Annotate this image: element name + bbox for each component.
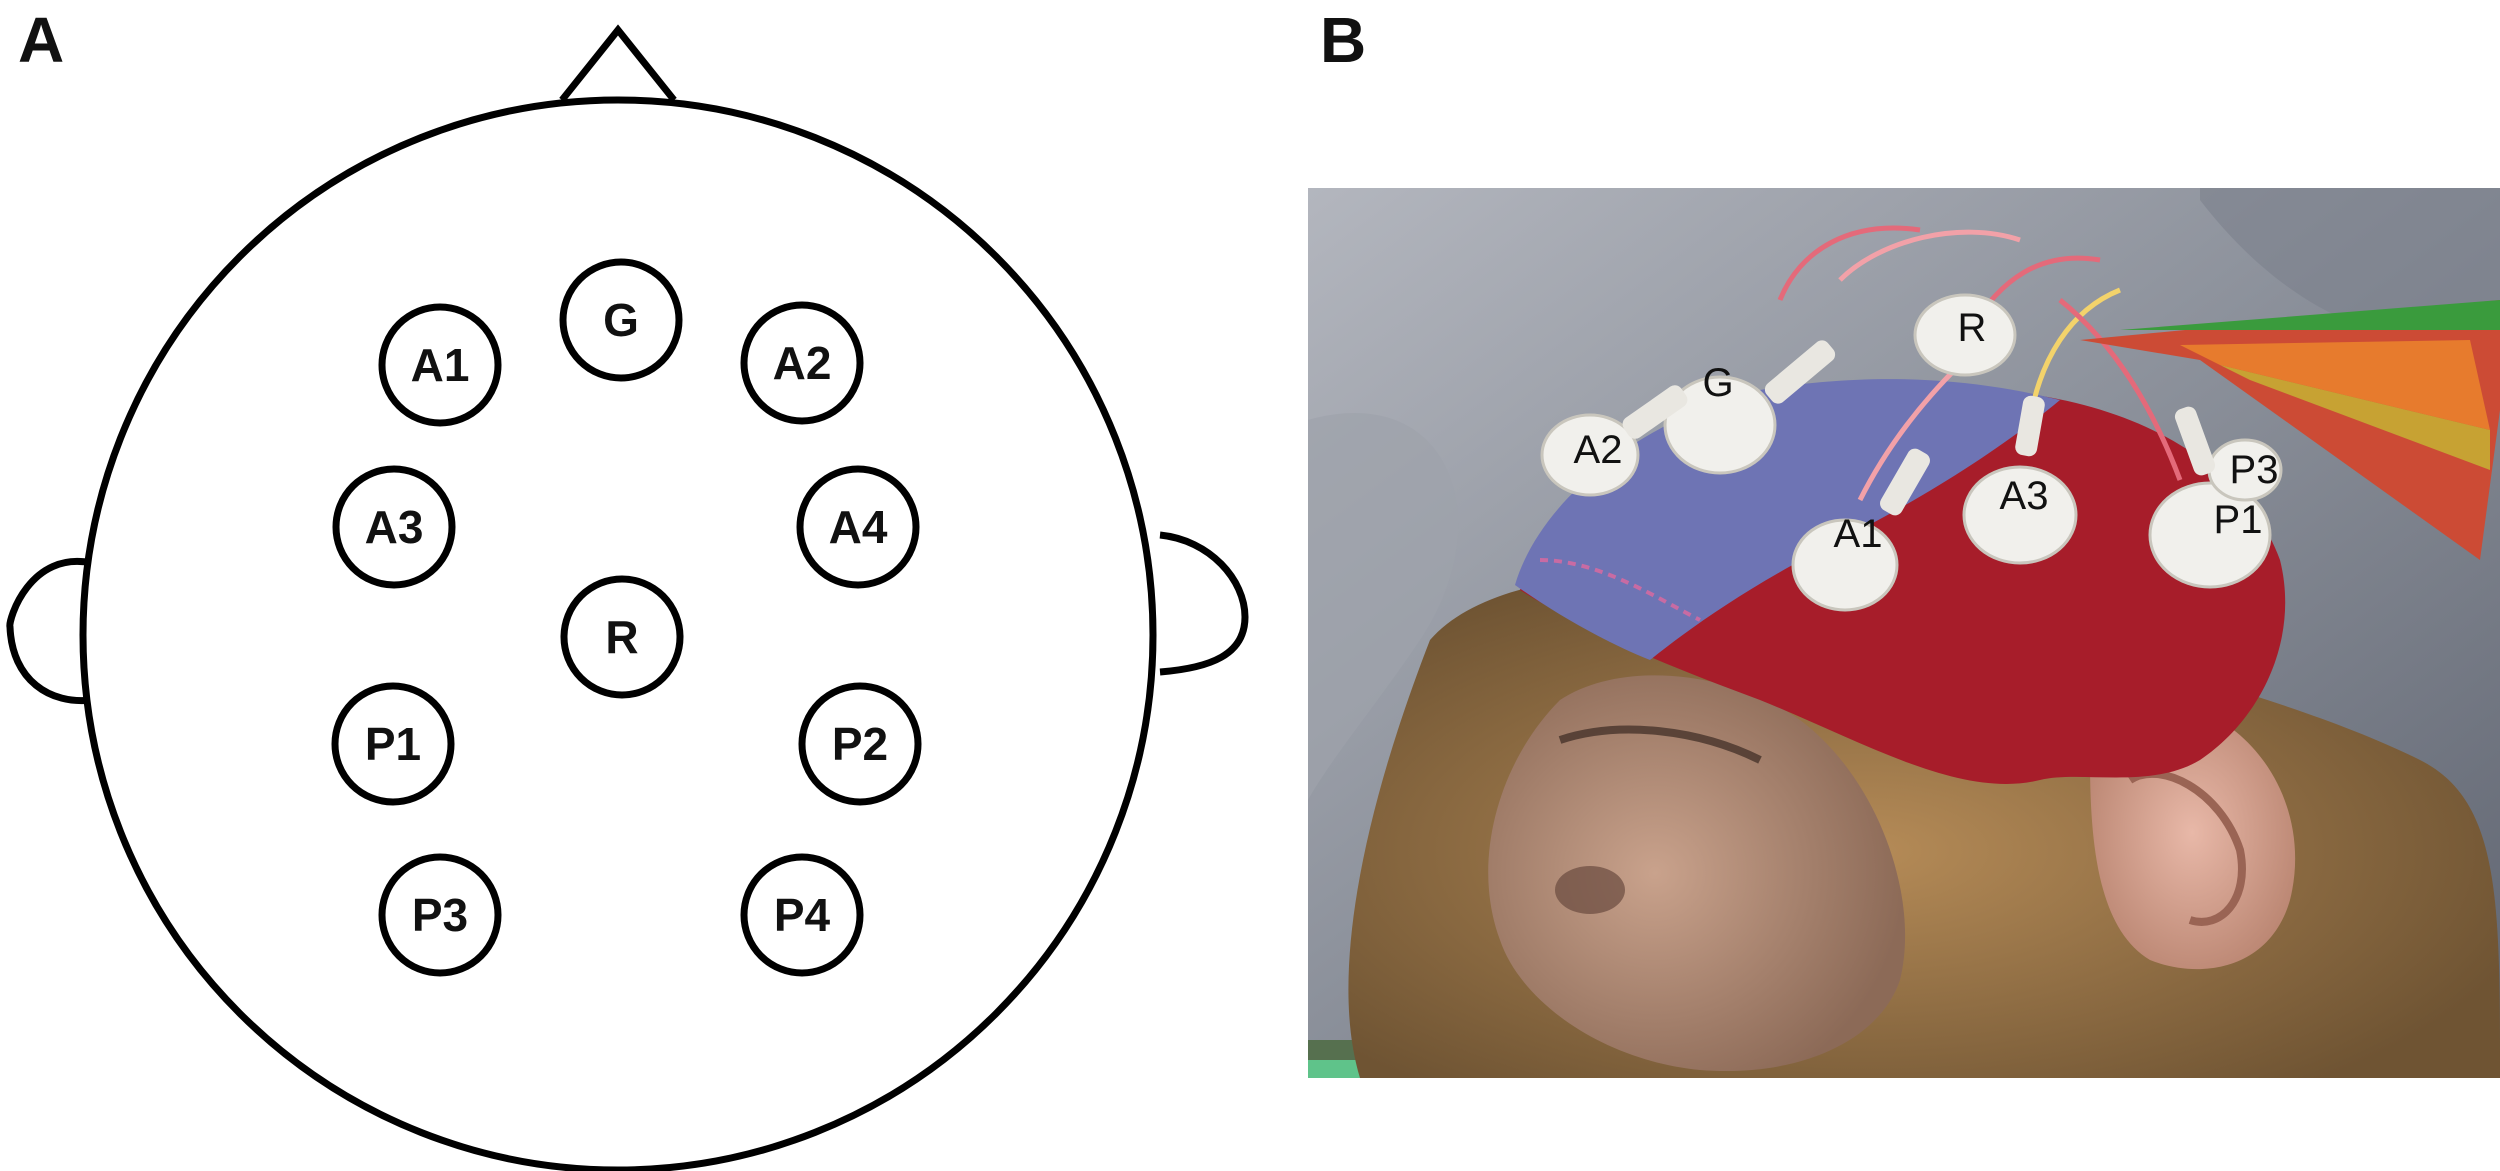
- electrode-cap-blue: [1515, 379, 2060, 660]
- photo-electrode-a3: [1962, 465, 2078, 565]
- photo-background: [1308, 188, 2500, 1078]
- photo-electrode-r: [1913, 293, 2017, 377]
- electrode-label-r: R: [605, 611, 638, 663]
- electrode-a3: [332, 465, 456, 589]
- monkey-ear: [2088, 696, 2296, 970]
- electrode-a4: [796, 465, 920, 589]
- photo-label-g: G: [1702, 361, 1733, 405]
- photo-electrode-p3: [2207, 438, 2283, 502]
- left-ear: [6, 557, 93, 705]
- monkey-body: [1348, 573, 2500, 1078]
- electrode-label-a3: A3: [365, 501, 424, 553]
- electrode-a2: [740, 301, 864, 425]
- ribbon-cable: [2080, 300, 2500, 560]
- electrode-r: [560, 575, 684, 699]
- electrode-cap-red: [1520, 389, 2286, 784]
- photo-electrode-g: [1663, 375, 1777, 475]
- electrode-g: [559, 258, 683, 382]
- photo-label-a2: A2: [1574, 428, 1623, 472]
- electrode-label-p1: P1: [365, 718, 421, 770]
- photo-electrode-a2: [1540, 413, 1640, 497]
- electrode-a1: [378, 303, 502, 427]
- electrode-label-p3: P3: [412, 889, 468, 941]
- photo-label-p1: P1: [2214, 498, 2263, 542]
- nose-marker: [559, 24, 677, 103]
- photo-label-a1: A1: [1834, 512, 1883, 556]
- electrode-p1: [331, 682, 455, 806]
- photo-label-p3: P3: [2230, 448, 2279, 492]
- photo-electrode-a1: [1791, 518, 1899, 612]
- electrode-label-p2: P2: [832, 718, 888, 770]
- photo-electrode-p1: [2148, 481, 2272, 589]
- electrode-p4: [740, 853, 864, 977]
- electrode-label-a2: A2: [773, 337, 832, 389]
- monkey-face: [1488, 675, 1906, 1072]
- electrode-label-a1: A1: [411, 339, 470, 391]
- panel-a-label: A: [18, 4, 65, 76]
- electrode-label-g: G: [603, 294, 639, 346]
- photo-label-r: R: [1958, 306, 1987, 350]
- right-ear: [1159, 531, 1249, 676]
- photo-label-a3: A3: [2000, 474, 2049, 518]
- electrode-p3: [378, 853, 502, 977]
- electrode-label-a4: A4: [829, 501, 888, 553]
- head-schematic: G A1 A2 A3 A4 R P1 P2 P3 P4: [6, 24, 1249, 1171]
- electrode-p2: [798, 682, 922, 806]
- panel-b-label: B: [1320, 4, 1367, 76]
- electrode-label-p4: P4: [774, 889, 831, 941]
